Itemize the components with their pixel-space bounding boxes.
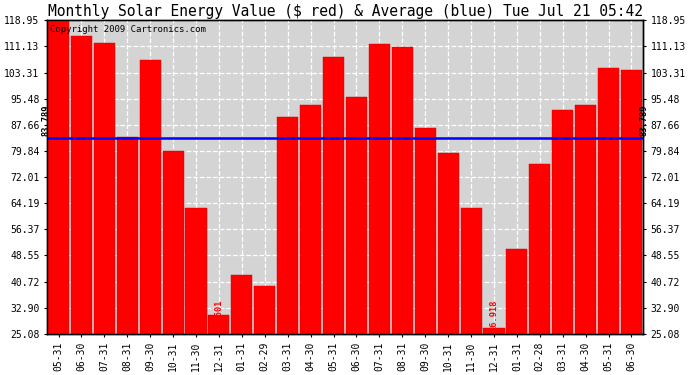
- Text: 92.171: 92.171: [558, 300, 567, 331]
- Text: 112.014: 112.014: [100, 294, 109, 331]
- Bar: [437, 153, 459, 334]
- Bar: [529, 164, 551, 334]
- Bar: [163, 151, 184, 334]
- Bar: [484, 328, 504, 334]
- Text: 96.009: 96.009: [352, 300, 361, 331]
- Bar: [300, 105, 321, 334]
- Bar: [552, 110, 573, 334]
- Text: 62.760: 62.760: [466, 300, 475, 331]
- Bar: [598, 68, 619, 334]
- Text: 39.298: 39.298: [260, 300, 269, 331]
- Bar: [208, 315, 230, 334]
- Text: 79.288: 79.288: [444, 300, 453, 331]
- Text: 75.934: 75.934: [535, 300, 544, 331]
- Text: 62.886: 62.886: [192, 300, 201, 331]
- Text: 83.789: 83.789: [41, 105, 50, 136]
- Title: Monthly Solar Energy Value ($ red) & Average (blue) Tue Jul 21 05:42: Monthly Solar Energy Value ($ red) & Ave…: [48, 4, 642, 19]
- Bar: [277, 117, 298, 334]
- Text: 42.820: 42.820: [237, 300, 246, 331]
- Bar: [506, 249, 527, 334]
- Text: 93.507: 93.507: [306, 300, 315, 331]
- Text: 106.968: 106.968: [146, 294, 155, 331]
- Text: 79.923: 79.923: [168, 300, 177, 331]
- Text: 110.841: 110.841: [398, 294, 407, 331]
- Text: 30.601: 30.601: [215, 300, 224, 331]
- Bar: [575, 105, 596, 334]
- Text: 93.551: 93.551: [581, 300, 590, 331]
- Bar: [369, 45, 390, 334]
- Bar: [323, 57, 344, 334]
- Text: 114.387: 114.387: [77, 294, 86, 331]
- Bar: [117, 137, 138, 334]
- Text: 84.060: 84.060: [123, 300, 132, 331]
- Bar: [231, 274, 253, 334]
- Text: 107.970: 107.970: [329, 294, 338, 331]
- Bar: [415, 128, 436, 334]
- Bar: [392, 47, 413, 334]
- Bar: [71, 36, 92, 334]
- Text: 50.375: 50.375: [513, 300, 522, 331]
- Text: 86.781: 86.781: [421, 300, 430, 331]
- Text: Copyright 2009 Cartronics.com: Copyright 2009 Cartronics.com: [50, 25, 206, 34]
- Bar: [460, 208, 482, 334]
- Bar: [186, 208, 206, 334]
- Bar: [346, 97, 367, 334]
- Text: 118.952: 118.952: [54, 294, 63, 331]
- Bar: [621, 70, 642, 334]
- Text: 103.985: 103.985: [627, 294, 636, 331]
- Text: 104.814: 104.814: [604, 294, 613, 331]
- Text: 90.077: 90.077: [283, 300, 292, 331]
- Bar: [254, 286, 275, 334]
- Bar: [139, 60, 161, 334]
- Text: 83.789: 83.789: [640, 105, 649, 136]
- Text: 26.918: 26.918: [489, 300, 498, 331]
- Bar: [94, 44, 115, 334]
- Text: 111.732: 111.732: [375, 294, 384, 331]
- Bar: [48, 20, 69, 334]
